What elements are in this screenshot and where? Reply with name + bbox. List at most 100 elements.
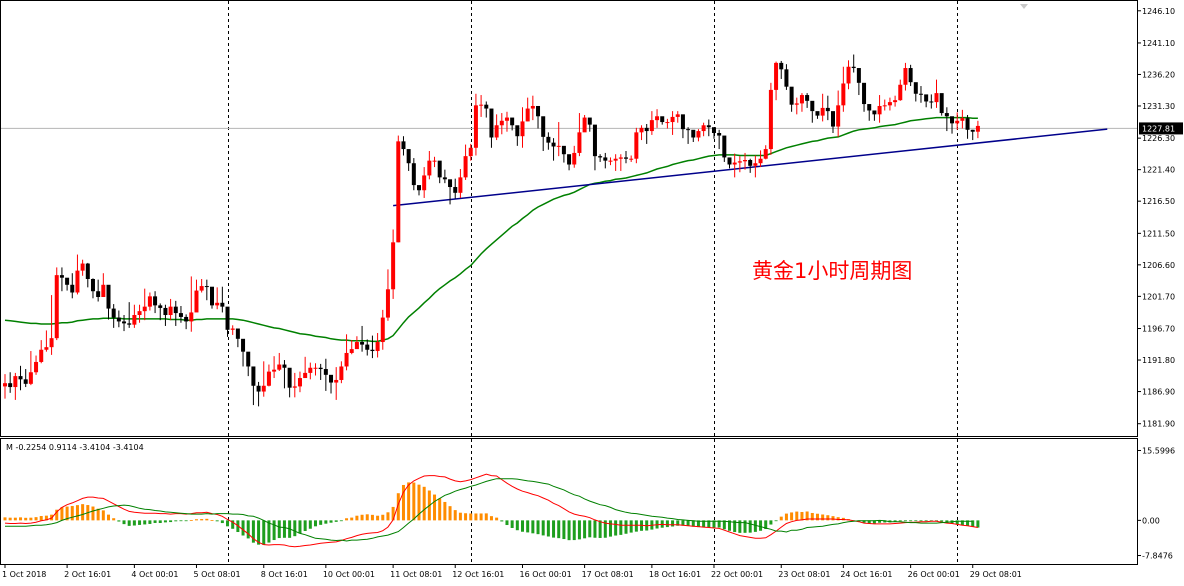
- candle: [670, 111, 675, 135]
- candle: [59, 267, 64, 292]
- candle: [556, 122, 561, 157]
- candle: [877, 95, 882, 123]
- candle-body: [789, 86, 794, 105]
- candle: [194, 279, 199, 313]
- macd-histogram-bar: [872, 520, 876, 524]
- macd-histogram-bar: [215, 520, 219, 522]
- candle: [308, 362, 313, 380]
- candle: [768, 82, 773, 155]
- candle: [820, 93, 825, 122]
- scroll-arrow-icon[interactable]: [1020, 4, 1028, 9]
- candle: [561, 145, 566, 163]
- candle: [318, 363, 323, 380]
- candle-body: [960, 118, 965, 121]
- candle: [856, 68, 861, 96]
- candle-body: [546, 136, 551, 143]
- candle-body: [360, 342, 365, 345]
- candle-body: [142, 306, 147, 312]
- macd-histogram-bar: [593, 520, 597, 538]
- candle: [354, 336, 359, 350]
- candle: [411, 158, 416, 191]
- candle: [872, 110, 877, 121]
- macd-histogram-bar: [267, 520, 271, 543]
- macd-histogram-bar: [546, 520, 550, 537]
- candle-body: [774, 62, 779, 90]
- candle-body: [318, 367, 323, 370]
- candle-body: [277, 364, 282, 370]
- macd-histogram-bar: [536, 520, 540, 535]
- macd-histogram-bar: [743, 520, 747, 533]
- candle-body: [499, 120, 504, 126]
- candle: [303, 356, 308, 379]
- time-tick-label: 10 Oct 00:01: [323, 570, 375, 579]
- candle: [908, 64, 913, 87]
- time-tick-label: 29 Oct 08:01: [970, 570, 1022, 579]
- candle: [427, 151, 432, 180]
- macd-histogram-bar: [272, 520, 276, 541]
- candle: [479, 95, 484, 117]
- candle: [256, 381, 261, 407]
- candle: [365, 339, 370, 356]
- macd-histogram-bar: [567, 520, 571, 541]
- candle: [23, 369, 28, 388]
- candle: [199, 278, 204, 293]
- macd-layer: [3, 473, 980, 548]
- candle: [862, 82, 867, 112]
- candle: [329, 374, 334, 394]
- price-tick-label: 1211.50: [1142, 229, 1175, 238]
- candle: [230, 325, 235, 335]
- candle-body: [711, 127, 716, 133]
- candle: [147, 292, 152, 311]
- candle: [743, 152, 748, 170]
- candle: [608, 157, 613, 166]
- candle-body: [670, 116, 675, 123]
- candle: [65, 277, 70, 291]
- candle: [675, 111, 680, 123]
- candle: [836, 90, 841, 137]
- candle-body: [163, 307, 168, 316]
- candle-body: [442, 177, 447, 180]
- macd-histogram-bar: [319, 520, 323, 525]
- macd-histogram-bar: [262, 520, 266, 545]
- macd-histogram-bar: [194, 519, 198, 521]
- candle: [494, 114, 499, 141]
- candle-body: [458, 177, 463, 193]
- candle-body: [261, 385, 266, 392]
- macd-histogram-bar: [360, 514, 364, 521]
- candle: [634, 127, 639, 164]
- macd-histogram-bar: [624, 520, 628, 534]
- time-tick-label: 16 Oct 00:01: [520, 570, 572, 579]
- macd-histogram-bar: [966, 520, 970, 526]
- candle: [815, 111, 820, 119]
- candle-body: [3, 383, 7, 387]
- macd-histogram-bar: [805, 511, 809, 521]
- macd-histogram-bar: [277, 520, 281, 539]
- candle: [753, 155, 758, 178]
- candle-body: [903, 68, 908, 85]
- indicator-panel-frame: [0, 438, 1138, 565]
- macd-histogram-bar: [712, 520, 716, 528]
- macd-line: [4, 473, 978, 548]
- candle: [510, 117, 515, 131]
- candle: [385, 269, 390, 321]
- time-axis: 1 Oct 2018 2 Oct 16:01 4 Oct 00:01 5 Oct 08…: [2, 564, 1022, 579]
- candle-body: [805, 95, 810, 101]
- candle-body: [8, 383, 13, 388]
- macd-histogram-bar: [13, 517, 17, 521]
- candle: [551, 138, 556, 161]
- price-tick-label: 1226.30: [1142, 134, 1175, 143]
- chart-annotation: 黄金1小时周期图: [752, 259, 912, 283]
- macd-histogram-bar: [779, 516, 783, 521]
- candle: [711, 127, 716, 139]
- candle: [598, 154, 603, 162]
- macd-histogram-bar: [945, 520, 949, 523]
- candle-body: [639, 127, 644, 133]
- candle-body: [732, 162, 737, 165]
- candle-body: [929, 101, 934, 103]
- macd-histogram-bar: [443, 501, 447, 521]
- macd-histogram-bar: [603, 520, 607, 538]
- macd-histogram-bar: [60, 507, 64, 521]
- candle-body: [235, 328, 240, 339]
- time-tick-label: 17 Oct 08:01: [582, 570, 634, 579]
